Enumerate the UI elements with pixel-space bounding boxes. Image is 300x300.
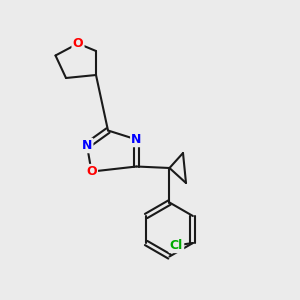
Text: O: O [86, 165, 97, 178]
Text: N: N [131, 133, 142, 146]
Text: Cl: Cl [170, 239, 183, 252]
Text: O: O [73, 37, 83, 50]
Text: N: N [82, 139, 92, 152]
